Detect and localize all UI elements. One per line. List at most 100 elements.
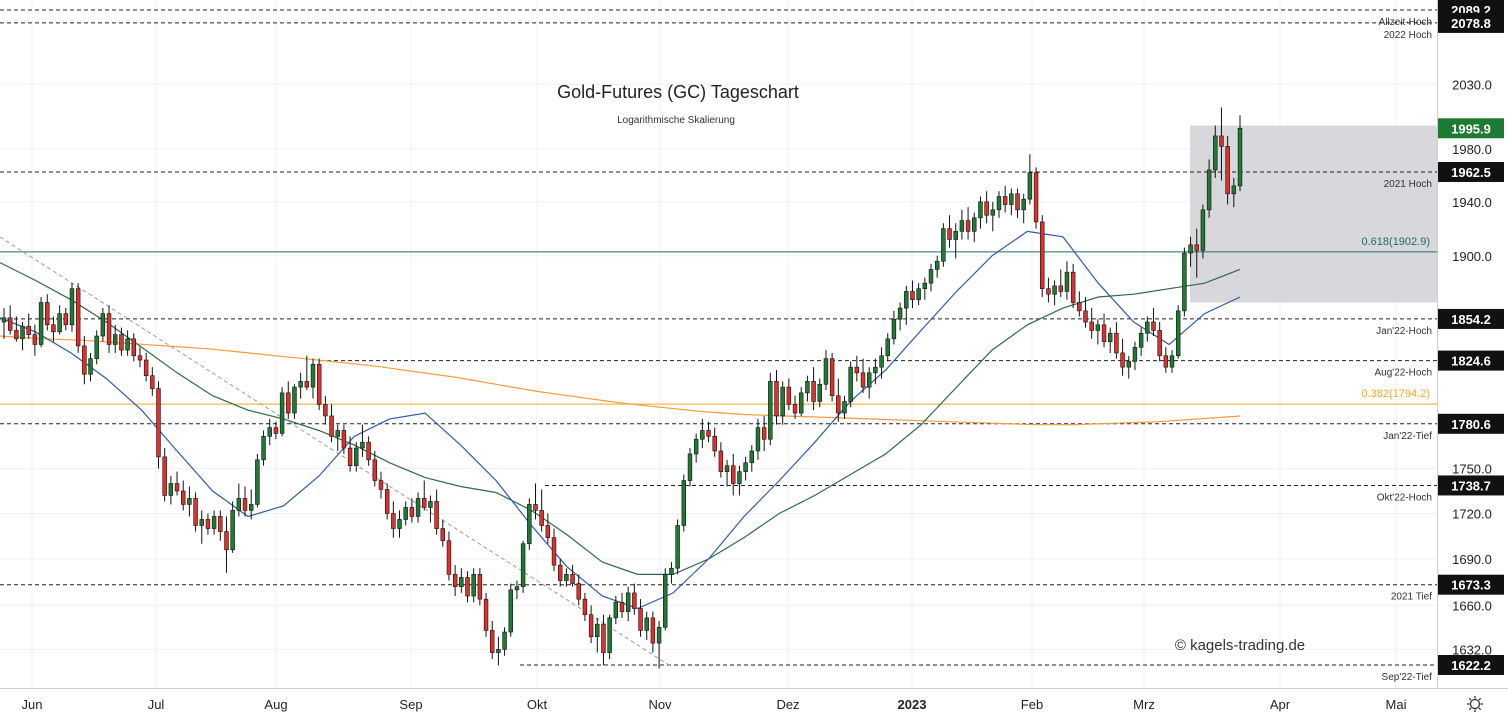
candle-body (996, 196, 1002, 211)
candle-body (514, 586, 520, 591)
candle-body (187, 498, 192, 505)
candle-body (100, 313, 106, 337)
candle (310, 358, 316, 399)
candle (823, 350, 829, 390)
level-label: Okt'22-Hoch (1377, 492, 1432, 503)
candle-body (316, 363, 322, 405)
candle (706, 421, 711, 443)
candle-body (75, 288, 81, 347)
candle-body (360, 441, 365, 449)
candle-body (218, 516, 223, 532)
candle-body (193, 498, 198, 526)
candle (490, 621, 495, 659)
candle-body (576, 583, 581, 600)
candle-body (1206, 169, 1212, 211)
fib-lines: 0.618(1902.9) 0.382(1794.2) (0, 236, 1437, 405)
candle (1002, 185, 1008, 213)
candle (514, 580, 520, 600)
candle (354, 442, 359, 472)
candle-body (854, 366, 860, 374)
candle (409, 498, 415, 523)
candle-body (934, 260, 940, 270)
candle-body (619, 601, 625, 612)
candle-body (14, 330, 19, 340)
candle-body (947, 228, 952, 240)
candle-body (1138, 332, 1144, 348)
candle-body (205, 519, 211, 529)
chart-title: Gold-Futures (GC) Tageschart (557, 82, 799, 102)
candle-body (1188, 244, 1193, 254)
candle (63, 308, 69, 331)
candle-body (545, 525, 551, 538)
candle (1089, 308, 1094, 339)
candle-body (1145, 321, 1150, 334)
candle (632, 583, 637, 615)
candle-body (780, 386, 785, 417)
candle (465, 571, 470, 603)
candle-body (848, 366, 853, 402)
price-tick-label: 1690.0 (1452, 552, 1492, 567)
candle-body (391, 513, 396, 529)
candle-body (403, 507, 408, 520)
candle-body (1175, 310, 1181, 357)
candle-body (1040, 221, 1045, 289)
candle (38, 296, 44, 348)
level-price-tag: 1673.3 (1451, 578, 1491, 593)
candle-body (428, 501, 433, 508)
candle-body (26, 325, 31, 335)
candle-body (1182, 252, 1187, 312)
last-price-tag-bg (1438, 118, 1504, 139)
candle (1132, 341, 1138, 370)
candle-body (1219, 135, 1224, 147)
candle-body (1077, 302, 1082, 312)
candle-body (181, 490, 186, 505)
candle (928, 263, 934, 292)
candle (57, 305, 62, 335)
candle-body (1237, 127, 1243, 187)
candle (860, 358, 866, 393)
candle-body (267, 427, 272, 437)
candle-body (1126, 361, 1131, 368)
candle (168, 476, 174, 505)
candle-body (20, 325, 25, 340)
settings-gear-icon[interactable] (1467, 696, 1483, 712)
candle (347, 436, 353, 472)
candle (842, 395, 847, 419)
candle-body (520, 543, 526, 588)
time-axis[interactable]: Jun Jul Aug Sep Okt Nov Dez 2023 Feb Mrz Apr Mai (22, 697, 1407, 712)
candle (910, 280, 915, 309)
candle-body (959, 220, 965, 232)
price-tags: 2089.22078.81962.51854.21824.61780.61738… (1438, 0, 1504, 675)
candle (1114, 322, 1119, 359)
candle-body (452, 574, 458, 588)
candle (607, 614, 612, 659)
candle (1040, 215, 1045, 297)
candle (1015, 188, 1020, 218)
candle-body (749, 450, 754, 464)
candle (829, 352, 835, 402)
candle-body (32, 334, 38, 345)
candle (520, 540, 526, 593)
candle-body (879, 355, 884, 368)
candle-body (38, 302, 44, 345)
candle (625, 586, 631, 622)
candle-body (63, 313, 69, 326)
candle-body (681, 480, 687, 526)
candle-body (984, 201, 989, 216)
candle (1083, 296, 1088, 328)
candle (817, 378, 822, 408)
price-axis[interactable]: 2030.0 1980.0 1940.0 1900.0 1750.0 1720.0 1690… (1452, 77, 1492, 657)
candle (14, 316, 19, 342)
candle (792, 395, 798, 419)
candle (675, 519, 680, 575)
candle-body (1002, 196, 1008, 205)
candle-body (644, 617, 649, 631)
time-tick-label: Mrz (1133, 697, 1155, 712)
price-tick-label: 1660.0 (1452, 598, 1492, 613)
candle-body (539, 510, 544, 526)
candle (51, 316, 56, 342)
candle-body (527, 504, 532, 545)
candle (162, 448, 167, 502)
candle-body (1151, 321, 1156, 331)
